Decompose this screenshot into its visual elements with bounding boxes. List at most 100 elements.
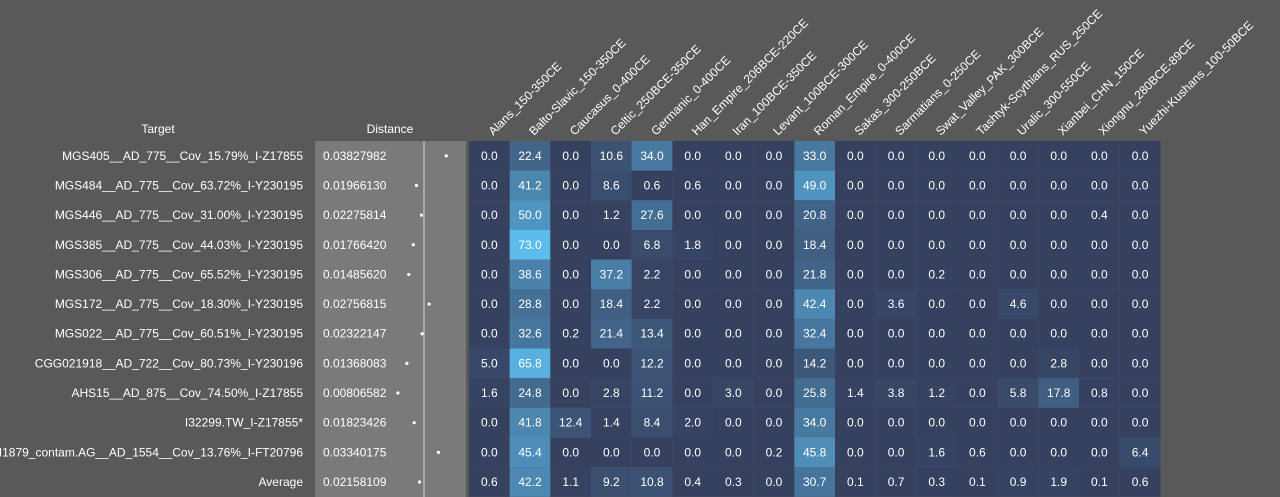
- cell-value: 1.1: [562, 475, 579, 489]
- cell-value: 0.0: [766, 267, 783, 281]
- cell-value: 0.0: [481, 178, 498, 192]
- cell-value: 0.0: [928, 238, 945, 252]
- heatmap-cell: [550, 229, 592, 260]
- distance-value: 0.01966130: [323, 178, 387, 192]
- cell-value: 0.0: [481, 238, 498, 252]
- cell-value: 0.0: [1091, 178, 1108, 192]
- table-row: MGS446__AD_775__Cov_31.00%_I-Y230195 0.02…: [55, 200, 1161, 230]
- heatmap-cell: [550, 318, 592, 349]
- row-label: MGS446__AD_775__Cov_31.00%_I-Y230195: [55, 208, 304, 222]
- heatmap-cell: [835, 229, 876, 260]
- cell-value: 0.0: [1091, 297, 1108, 311]
- cell-value: 0.6: [481, 475, 498, 489]
- heatmap-cell: [997, 141, 1039, 171]
- cell-value: 6.4: [1132, 445, 1149, 459]
- heatmap-cell: [753, 141, 795, 171]
- cell-value: 21.8: [803, 267, 827, 281]
- heatmap-cell: [875, 200, 917, 230]
- heatmap-cell: [469, 378, 510, 408]
- cell-value: 27.6: [640, 208, 664, 222]
- row-label: CGG021918__AD_722__Cov_80.73%_I-Y230196: [35, 356, 304, 370]
- heatmap-cell: [672, 200, 714, 230]
- heatmap-cell: [1038, 318, 1080, 349]
- heatmap-cell: [957, 229, 998, 260]
- heatmap-cell: [1119, 259, 1161, 290]
- cell-value: 0.0: [725, 149, 742, 163]
- heatmap-cell: [672, 318, 714, 349]
- heatmap-cell: [469, 259, 510, 290]
- cell-value: 32.6: [518, 327, 542, 341]
- cell-value: 18.4: [600, 297, 624, 311]
- heatmap-cell: [916, 200, 958, 230]
- heatmap-cell: [875, 407, 917, 438]
- heatmap-cell: [997, 437, 1039, 468]
- cell-value: 10.8: [640, 475, 664, 489]
- cell-value: 0.0: [725, 297, 742, 311]
- cell-value: 0.0: [847, 149, 864, 163]
- cell-value: 0.0: [847, 267, 864, 281]
- table-row: MGS484__AD_775__Cov_63.72%_I-Y230195 0.01…: [55, 170, 1161, 201]
- heatmap-cell: [469, 141, 510, 171]
- heatmap-cell: [957, 437, 998, 468]
- heatmap-cell: [631, 289, 673, 319]
- cell-value: 50.0: [518, 208, 542, 222]
- cell-value: 49.0: [803, 178, 827, 192]
- heatmap-cell: [753, 289, 795, 319]
- row-label: I32299.TW_I-Z17855*: [185, 416, 303, 430]
- cell-value: 0.0: [847, 238, 864, 252]
- heatmap-cell: [997, 318, 1039, 349]
- heatmap-cell: [1079, 170, 1120, 201]
- heatmap-cell: [997, 229, 1039, 260]
- heatmap-cell: [957, 318, 998, 349]
- cell-value: 0.0: [888, 149, 905, 163]
- heatmap-cell: [875, 378, 917, 408]
- heatmap-cell: [1079, 407, 1120, 438]
- cell-value: 0.0: [1050, 238, 1067, 252]
- cell-value: 0.0: [1132, 178, 1149, 192]
- heatmap-cell: [753, 259, 795, 290]
- cell-value: 24.8: [518, 386, 542, 400]
- heatmap-cell: [835, 318, 876, 349]
- heatmap-cell: [509, 229, 551, 260]
- heatmap-cell: [550, 437, 592, 468]
- cell-value: 9.2: [603, 475, 620, 489]
- heatmap-cell: [835, 407, 876, 438]
- heatmap-cell: [916, 141, 958, 171]
- heatmap-cell: [753, 378, 795, 408]
- cell-value: 0.0: [725, 208, 742, 222]
- cell-value: 0.0: [1050, 445, 1067, 459]
- heatmap-cell: [713, 170, 754, 201]
- heatmap-cell: [875, 141, 917, 171]
- row-label: MGS385__AD_775__Cov_44.03%_I-Y230195: [55, 238, 304, 252]
- heatmap-cell: [835, 141, 876, 171]
- cell-value: 0.0: [1091, 416, 1108, 430]
- heatmap-cell: [550, 407, 592, 438]
- cell-value: 0.0: [562, 356, 579, 370]
- cell-value: 2.0: [684, 416, 701, 430]
- heatmap-cell: [631, 467, 673, 497]
- cell-value: 0.0: [888, 445, 905, 459]
- cell-value: 18.4: [803, 238, 827, 252]
- heatmap-cell: [550, 170, 592, 201]
- distance-value: 0.02158109: [323, 475, 387, 489]
- heatmap-cell: [957, 289, 998, 319]
- cell-value: 45.8: [803, 445, 827, 459]
- heatmap-cell: [1079, 437, 1120, 468]
- heatmap-cell: [509, 378, 551, 408]
- cell-value: 5.8: [1010, 386, 1027, 400]
- heatmap-cell: [631, 200, 673, 230]
- heatmap-cell: [794, 229, 836, 260]
- row-label: MGS022__AD_775__Cov_60.51%_I-Y230195: [55, 327, 304, 341]
- heatmap-cell: [509, 170, 551, 201]
- cell-value: 0.0: [766, 356, 783, 370]
- cell-value: 0.0: [766, 386, 783, 400]
- heatmap-cell: [1079, 229, 1120, 260]
- heatmap-cell: [997, 170, 1039, 201]
- distance-value: 0.02275814: [323, 208, 387, 222]
- heatmap-cell: [713, 318, 754, 349]
- heatmap-cell: [835, 378, 876, 408]
- distance-marker: [412, 421, 416, 425]
- cell-value: 73.0: [518, 238, 542, 252]
- heatmap-cell: [794, 289, 836, 319]
- cell-value: 0.0: [481, 267, 498, 281]
